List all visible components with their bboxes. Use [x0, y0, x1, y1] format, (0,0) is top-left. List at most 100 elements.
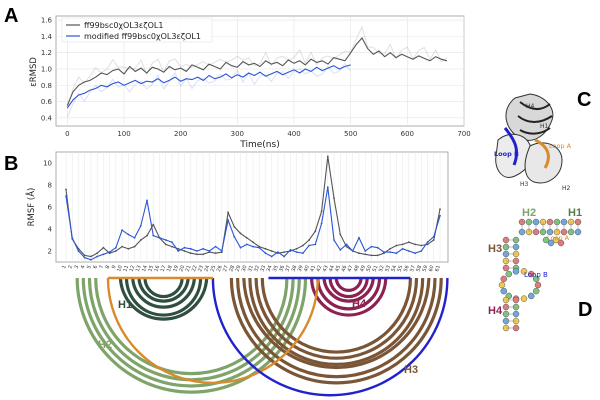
a-x-tick-label: 500 [344, 130, 357, 138]
b-series-point [96, 252, 99, 255]
structure-loop-a [534, 138, 550, 169]
arc-h1 [118, 277, 209, 321]
b-series-point [339, 249, 342, 251]
d-label-loop-a: Loop A [547, 234, 570, 242]
a-x-tick-label: 600 [401, 130, 414, 138]
b-series-point [233, 235, 236, 238]
panel-a-series [66, 25, 448, 118]
a-y-tick-label: 0.6 [41, 98, 53, 106]
c-label-h2: H2 [562, 185, 571, 192]
arc-h1 [131, 277, 196, 309]
b-series-point [245, 236, 248, 239]
arc-h3 [229, 277, 443, 385]
b-series-point [420, 250, 423, 252]
b-series-point [295, 251, 298, 254]
b-series-point [90, 255, 92, 258]
c-label-h4: H4 [526, 103, 535, 110]
b-x-tick-label: 47 [347, 265, 355, 273]
b-series-point [364, 253, 367, 256]
b-x-tick-label: 13 [135, 265, 143, 273]
b-series-point [383, 251, 385, 254]
panel-d-secondary-structure [498, 218, 582, 332]
b-x-tick-label: 2 [67, 265, 74, 270]
b-series-point [333, 239, 335, 241]
nucleotide-bead [498, 281, 506, 289]
b-series-point [133, 245, 136, 248]
b-series-point [364, 250, 367, 252]
b-series-point [370, 254, 373, 257]
b-x-tick-label: 49 [359, 265, 367, 273]
b-x-tick-label: 8 [105, 265, 112, 270]
b-x-tick-label: 18 [166, 265, 174, 273]
b-x-tick-label: 7 [99, 265, 106, 270]
b-series-point [108, 251, 111, 254]
arc-h4 [316, 277, 382, 311]
b-x-tick-label: 55 [397, 265, 405, 273]
b-series-point [139, 239, 142, 241]
b-x-tick-label: 29 [235, 265, 243, 273]
b-series-point [407, 250, 410, 252]
structure-helix-h4 [505, 93, 554, 141]
legend-box [61, 17, 213, 43]
c-label-h3: H3 [520, 181, 529, 188]
arc-loopa [106, 277, 319, 385]
b-series-point [283, 255, 286, 258]
nucleotide-bead [547, 239, 555, 247]
nucleotide-bead [505, 270, 513, 278]
b-series-point [233, 225, 236, 228]
b-series-point [358, 236, 360, 239]
b-series-point [258, 246, 261, 249]
b-series-point [114, 246, 117, 249]
a-y-tick-label: 1.0 [41, 65, 52, 73]
b-series-point [252, 245, 254, 248]
panel-a-ermsd-chart: 0.4 0.6 0.8 1.0 1.2 1.4 1.6 0 100 200 300 400 500 60… [29, 15, 471, 150]
a-y-tick-label: 1.4 [41, 33, 53, 41]
structure-loop-b [503, 127, 519, 166]
b-x-tick-label: 34 [266, 265, 274, 273]
b-x-tick-label: 27 [222, 265, 230, 273]
a-x-tick-label: 300 [231, 130, 244, 138]
b-series-point [158, 236, 161, 239]
arc-diagram [75, 276, 449, 397]
panel-b-y-ticks: 2 4 6 8 10 [43, 160, 52, 256]
b-x-tick-label: 23 [197, 265, 205, 273]
nucleotide-bead [552, 236, 560, 244]
arc-h4 [310, 277, 388, 317]
panel-letter-d: D [578, 299, 592, 321]
b-series-point [114, 250, 117, 252]
b-y-tick-label: 2 [48, 248, 52, 256]
b-series-point [414, 252, 416, 255]
b-x-tick-label: 45 [334, 265, 342, 273]
b-x-tick-label: 38 [291, 265, 299, 273]
b-series-point [439, 208, 441, 211]
b-x-tick-label: 57 [409, 265, 417, 273]
nucleotide-bead [500, 287, 508, 295]
b-series-point [171, 241, 173, 244]
b-series-point [214, 252, 217, 255]
arc-loopb [211, 277, 449, 397]
arc-h2 [75, 277, 308, 394]
arc-label-h4: H4 [352, 298, 367, 310]
b-x-tick-label: 54 [390, 265, 398, 273]
panel-b-grid [65, 152, 441, 262]
panel-letter-a: A [4, 5, 18, 27]
b-series-point [320, 210, 323, 213]
b-series-point [395, 244, 398, 247]
nucleotide-bead [542, 236, 550, 244]
b-x-tick-label: 61 [434, 265, 442, 273]
panel-a-y-ticks: 0.4 0.6 0.8 1.0 1.2 1.4 1.6 [41, 17, 53, 123]
d-label-h1: H1 [568, 207, 582, 219]
b-series-point [202, 247, 205, 250]
b-series-point [83, 254, 86, 257]
d-label-h4: H4 [488, 305, 503, 317]
structure-helix-h2 [524, 142, 563, 184]
b-x-tick-label: 12 [129, 265, 137, 273]
b-series-point [301, 252, 304, 255]
b-series-point [239, 246, 242, 249]
b-series-point [333, 197, 335, 200]
b-series-point [320, 222, 323, 225]
nucleotide-bead [520, 268, 528, 275]
b-x-tick-label: 15 [147, 265, 155, 273]
b-y-tick-label: 6 [48, 204, 53, 212]
